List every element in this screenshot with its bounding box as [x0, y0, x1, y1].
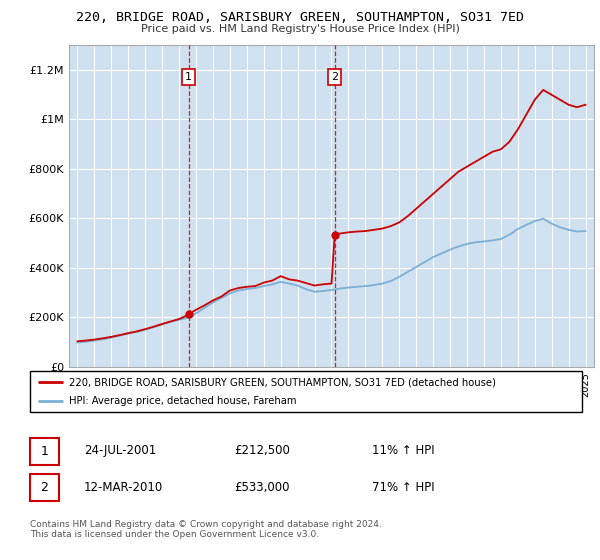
Text: 220, BRIDGE ROAD, SARISBURY GREEN, SOUTHAMPTON, SO31 7ED: 220, BRIDGE ROAD, SARISBURY GREEN, SOUTH… [76, 11, 524, 24]
Text: £212,500: £212,500 [234, 444, 290, 458]
Text: Price paid vs. HM Land Registry's House Price Index (HPI): Price paid vs. HM Land Registry's House … [140, 24, 460, 34]
FancyBboxPatch shape [30, 438, 59, 465]
Text: 220, BRIDGE ROAD, SARISBURY GREEN, SOUTHAMPTON, SO31 7ED (detached house): 220, BRIDGE ROAD, SARISBURY GREEN, SOUTH… [68, 377, 496, 387]
Text: 1: 1 [185, 72, 192, 82]
Text: 71% ↑ HPI: 71% ↑ HPI [372, 480, 434, 494]
Text: 2: 2 [40, 481, 49, 494]
Text: 12-MAR-2010: 12-MAR-2010 [84, 480, 163, 494]
Text: 1: 1 [40, 445, 49, 458]
Text: 24-JUL-2001: 24-JUL-2001 [84, 444, 156, 458]
Text: 11% ↑ HPI: 11% ↑ HPI [372, 444, 434, 458]
Text: 2: 2 [331, 72, 338, 82]
FancyBboxPatch shape [30, 371, 582, 412]
FancyBboxPatch shape [30, 474, 59, 501]
Text: HPI: Average price, detached house, Fareham: HPI: Average price, detached house, Fare… [68, 396, 296, 405]
Text: Contains HM Land Registry data © Crown copyright and database right 2024.
This d: Contains HM Land Registry data © Crown c… [30, 520, 382, 539]
Text: £533,000: £533,000 [234, 480, 290, 494]
